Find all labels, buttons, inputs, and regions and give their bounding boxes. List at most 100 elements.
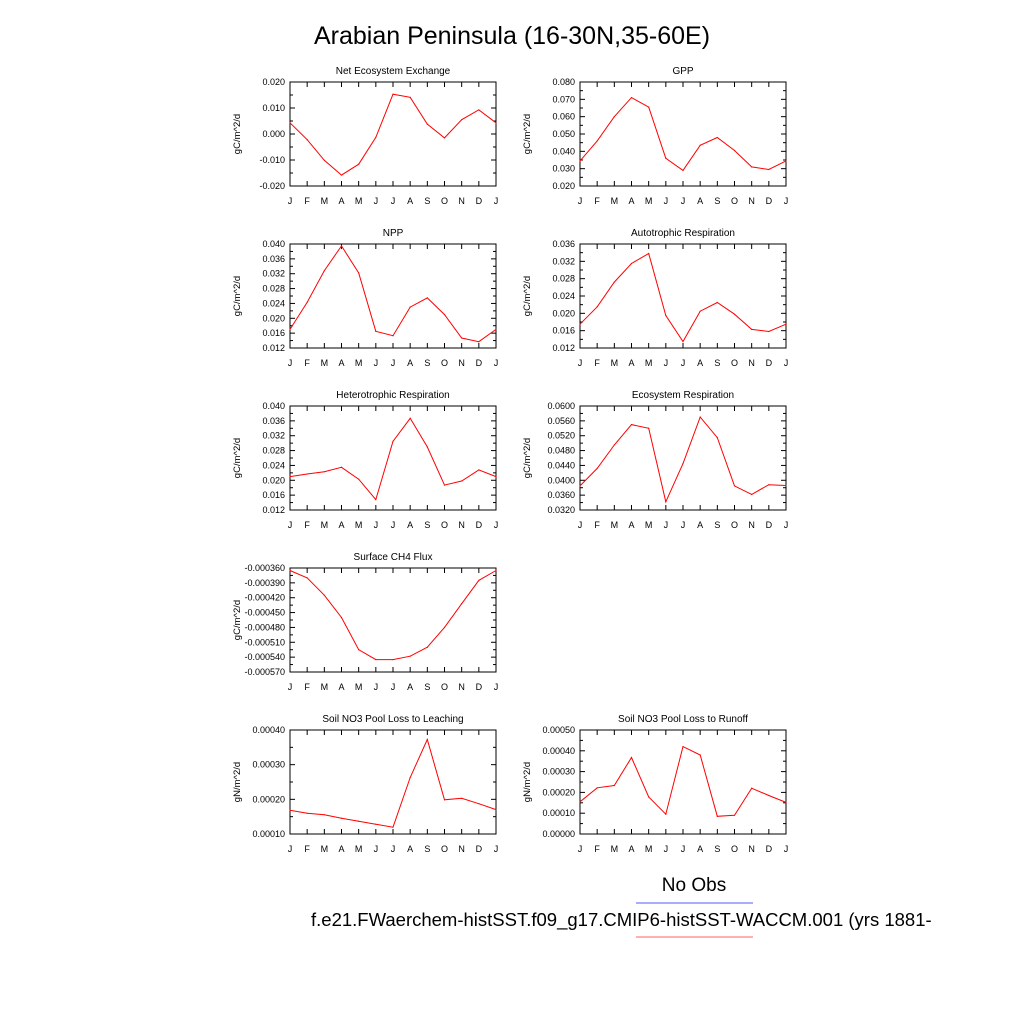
data-point bbox=[461, 480, 463, 482]
x-tick-label: J bbox=[374, 196, 379, 206]
series-line bbox=[579, 745, 787, 817]
data-point bbox=[306, 139, 308, 141]
y-tick-label: 0.020 bbox=[262, 313, 285, 323]
x-tick-label: J bbox=[494, 844, 499, 854]
data-point bbox=[461, 797, 463, 799]
x-tick-label: M bbox=[321, 844, 329, 854]
x-tick-label: D bbox=[476, 358, 483, 368]
y-tick-label: 0.028 bbox=[552, 274, 575, 284]
data-point bbox=[478, 109, 480, 111]
data-point bbox=[340, 174, 343, 176]
data-point bbox=[461, 603, 463, 605]
data-point bbox=[716, 436, 718, 439]
x-tick-label: J bbox=[578, 196, 583, 206]
y-tick-label: 0.0320 bbox=[547, 505, 575, 515]
y-tick-label: 0.020 bbox=[262, 475, 285, 485]
x-tick-label: S bbox=[424, 844, 430, 854]
x-tick-label: D bbox=[476, 682, 483, 692]
data-point bbox=[409, 96, 411, 98]
series-line bbox=[579, 96, 787, 172]
data-point bbox=[785, 323, 787, 325]
x-tick-label: M bbox=[355, 196, 363, 206]
y-tick-label: -0.000510 bbox=[244, 637, 285, 647]
x-tick-label: S bbox=[714, 196, 720, 206]
data-point bbox=[665, 157, 667, 159]
data-point bbox=[699, 144, 701, 146]
y-tick-label: 0.00020 bbox=[252, 794, 285, 804]
y-tick-label: 0.00030 bbox=[252, 760, 285, 770]
y-tick-label: -0.020 bbox=[259, 181, 285, 191]
x-tick-label: M bbox=[645, 520, 653, 530]
x-tick-label: J bbox=[664, 844, 669, 854]
data-point bbox=[495, 328, 497, 331]
series-line bbox=[289, 244, 497, 343]
x-tick-label: A bbox=[407, 520, 413, 530]
x-tick-label: O bbox=[441, 520, 448, 530]
data-point bbox=[495, 569, 497, 572]
data-point bbox=[596, 140, 598, 142]
x-tick-label: J bbox=[391, 196, 396, 206]
y-tick-label: 0.00010 bbox=[252, 829, 285, 839]
data-point bbox=[682, 169, 684, 171]
x-tick-label: J bbox=[391, 844, 396, 854]
x-tick-label: J bbox=[288, 682, 293, 692]
data-point bbox=[426, 297, 428, 299]
x-tick-label: F bbox=[304, 682, 310, 692]
data-point bbox=[443, 484, 446, 486]
y-tick-label: -0.010 bbox=[259, 155, 285, 165]
panel-title: Ecosystem Respiration bbox=[632, 390, 734, 401]
x-tick-label: J bbox=[578, 358, 583, 368]
x-tick-label: J bbox=[288, 196, 293, 206]
data-point bbox=[630, 756, 633, 759]
data-point bbox=[733, 485, 736, 487]
data-point bbox=[630, 262, 633, 265]
series-line bbox=[289, 417, 497, 501]
data-point bbox=[392, 826, 394, 828]
y-tick-label: 0.012 bbox=[552, 343, 575, 353]
x-tick-label: M bbox=[611, 844, 619, 854]
data-point bbox=[392, 440, 394, 442]
y-tick-label: 0.024 bbox=[552, 291, 575, 301]
data-point bbox=[751, 166, 753, 168]
y-tick-label: 0.00040 bbox=[542, 746, 575, 756]
legend-case-label: f.e21.FWaerchem-histSST.f09_g17.CMIP6-hi… bbox=[311, 909, 932, 931]
data-point bbox=[768, 168, 770, 171]
data-point bbox=[358, 272, 360, 274]
data-point bbox=[613, 444, 615, 446]
x-tick-label: M bbox=[645, 844, 653, 854]
y-tick-label: 0.070 bbox=[552, 94, 575, 104]
x-tick-label: J bbox=[681, 844, 686, 854]
x-tick-label: J bbox=[681, 196, 686, 206]
y-tick-label: 0.032 bbox=[262, 431, 285, 441]
data-point bbox=[785, 801, 787, 803]
y-tick-label: 0.028 bbox=[262, 284, 285, 294]
x-tick-label: O bbox=[441, 196, 448, 206]
x-tick-label: N bbox=[748, 358, 755, 368]
data-point bbox=[751, 787, 753, 789]
x-tick-label: D bbox=[766, 196, 773, 206]
plot-frame bbox=[579, 405, 787, 511]
x-tick-label: F bbox=[304, 358, 310, 368]
data-point bbox=[409, 776, 411, 779]
x-tick-label: J bbox=[494, 520, 499, 530]
y-tick-label: 0.036 bbox=[262, 254, 285, 264]
y-axis-label: gC/m^2/d bbox=[522, 276, 533, 316]
x-tick-label: A bbox=[407, 844, 413, 854]
data-point bbox=[443, 799, 446, 801]
series-line bbox=[289, 93, 497, 176]
x-tick-label: M bbox=[321, 682, 329, 692]
plot-frame bbox=[289, 81, 497, 187]
x-tick-label: D bbox=[476, 196, 483, 206]
data-point bbox=[613, 116, 615, 118]
x-tick-label: M bbox=[355, 682, 363, 692]
data-point bbox=[682, 462, 684, 465]
y-tick-label: 0.016 bbox=[552, 326, 575, 336]
y-tick-label: 0.00040 bbox=[252, 725, 285, 735]
plot-frame bbox=[579, 729, 787, 835]
x-tick-label: N bbox=[458, 682, 465, 692]
data-point bbox=[768, 484, 770, 486]
y-tick-label: 0.00050 bbox=[542, 725, 575, 735]
y-tick-label: 0.040 bbox=[262, 239, 285, 249]
x-tick-label: J bbox=[578, 520, 583, 530]
data-point bbox=[478, 469, 480, 471]
